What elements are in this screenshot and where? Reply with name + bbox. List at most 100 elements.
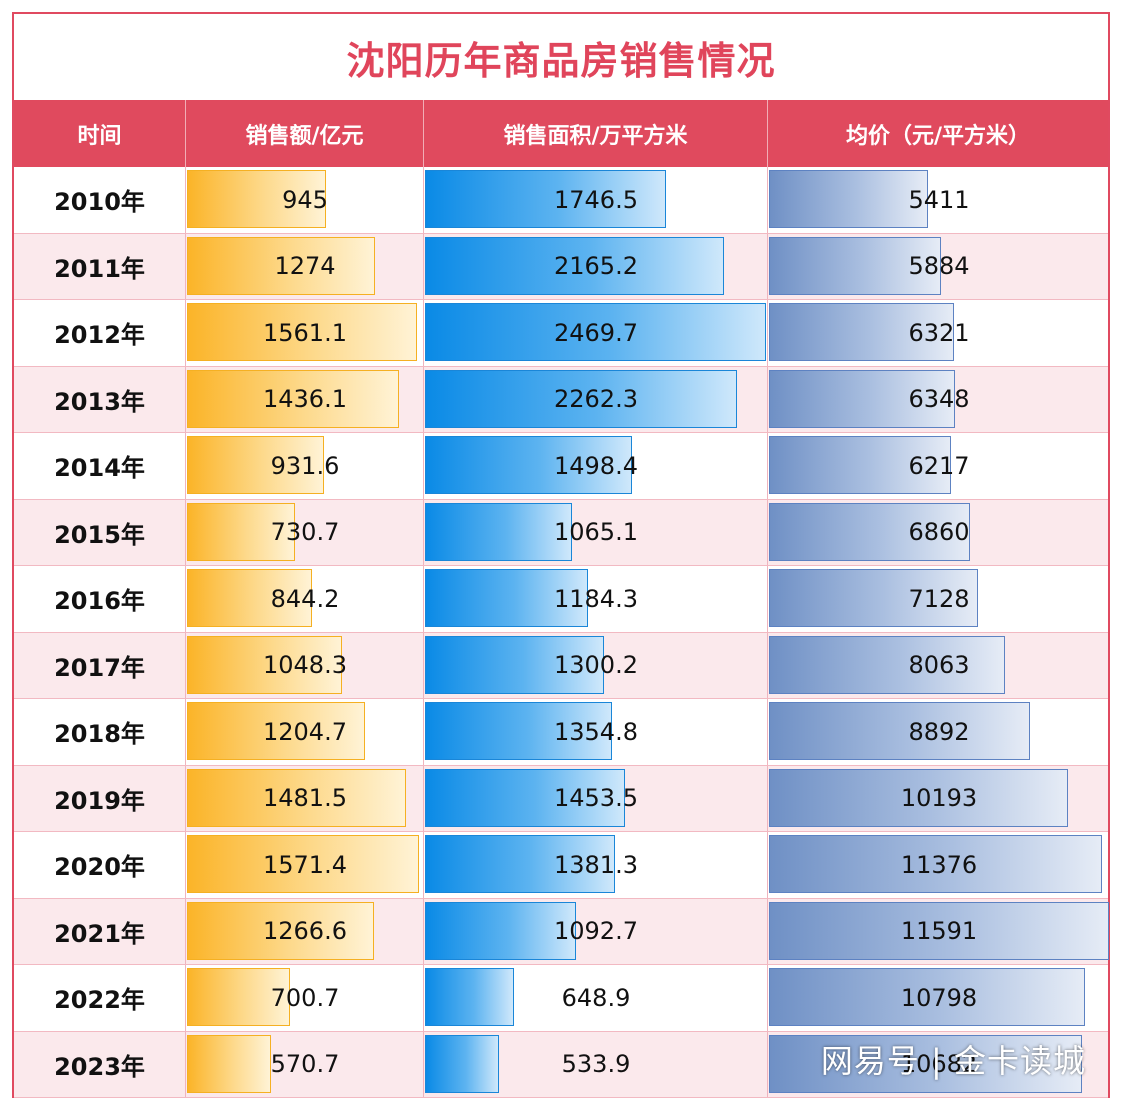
header-divider bbox=[185, 100, 186, 167]
column-divider bbox=[185, 832, 186, 898]
price-value: 6348 bbox=[908, 385, 970, 414]
sales-bar bbox=[187, 1034, 272, 1093]
price-bar bbox=[769, 835, 1103, 893]
year-label: 2013年 bbox=[54, 387, 145, 416]
header-price: 均价（元/平方米） bbox=[845, 123, 1031, 149]
sales-value: 1571.4 bbox=[263, 850, 347, 879]
price-bar bbox=[769, 569, 978, 627]
price-value: 8892 bbox=[908, 717, 970, 746]
price-value: 6321 bbox=[908, 318, 970, 347]
table-row: 2014年 931.6 1498.4 6217 bbox=[14, 433, 1108, 500]
price-bar bbox=[769, 702, 1030, 760]
area-value: 1453.5 bbox=[554, 784, 638, 813]
column-divider bbox=[423, 832, 424, 898]
area-value: 648.9 bbox=[561, 983, 631, 1012]
column-divider bbox=[767, 433, 768, 499]
table-row: 2010年 945 1746.5 5411 bbox=[14, 167, 1108, 234]
sales-value: 945 bbox=[282, 185, 328, 214]
sales-value: 700.7 bbox=[270, 983, 340, 1012]
sales-value: 1274 bbox=[274, 252, 336, 281]
area-value: 1184.3 bbox=[554, 584, 638, 613]
year-label: 2017年 bbox=[54, 653, 145, 682]
area-value: 1746.5 bbox=[554, 185, 638, 214]
column-divider bbox=[767, 699, 768, 765]
sales-value: 844.2 bbox=[270, 584, 340, 613]
table-row: 2022年 700.7 648.9 10798 bbox=[14, 965, 1108, 1032]
sales-bar bbox=[187, 502, 295, 561]
year-label: 2010年 bbox=[54, 188, 145, 217]
header-time: 时间 bbox=[77, 123, 122, 149]
price-value: 10193 bbox=[900, 784, 978, 813]
column-divider bbox=[423, 699, 424, 765]
sales-bar bbox=[187, 569, 312, 627]
sales-bar bbox=[187, 369, 399, 428]
price-value: 6217 bbox=[908, 451, 970, 480]
table-row: 2021年 1266.6 1092.7 11591 bbox=[14, 898, 1109, 965]
column-divider bbox=[185, 300, 186, 366]
year-label: 2016年 bbox=[54, 587, 145, 616]
sales-bar bbox=[187, 436, 325, 494]
area-value: 1300.2 bbox=[554, 651, 638, 680]
price-bar bbox=[769, 436, 952, 494]
area-bar bbox=[425, 968, 515, 1026]
price-bar bbox=[769, 170, 928, 228]
column-divider bbox=[423, 433, 424, 499]
column-divider bbox=[185, 366, 186, 432]
column-divider bbox=[423, 499, 424, 565]
area-value: 1065.1 bbox=[554, 518, 638, 547]
year-label: 2012年 bbox=[54, 321, 145, 350]
price-value: 5884 bbox=[908, 252, 970, 281]
table-header: 时间 销售额/亿元 销售面积/万平方米 均价（元/平方米） bbox=[14, 100, 1108, 167]
year-label: 2014年 bbox=[54, 454, 145, 483]
column-divider bbox=[185, 167, 186, 233]
table-frame: 沈阳历年商品房销售情况 时间 销售额/亿元 销售面积/万平方米 均价（元/平方米… bbox=[12, 12, 1110, 1098]
area-bar bbox=[425, 635, 605, 694]
column-divider bbox=[185, 566, 186, 632]
area-bar bbox=[425, 1034, 499, 1093]
column-divider bbox=[767, 499, 768, 565]
year-label: 2018年 bbox=[54, 720, 145, 749]
table-row: 2016年 844.2 1184.3 7128 bbox=[14, 566, 1108, 633]
year-label: 2011年 bbox=[54, 254, 145, 283]
price-value: 5411 bbox=[908, 185, 970, 214]
area-bar bbox=[425, 236, 724, 295]
area-value: 1498.4 bbox=[554, 451, 638, 480]
area-bar bbox=[425, 768, 626, 827]
price-bar bbox=[769, 968, 1086, 1026]
header-divider bbox=[767, 100, 768, 167]
year-label: 2019年 bbox=[54, 786, 145, 815]
price-value: 11591 bbox=[900, 917, 978, 946]
header-divider bbox=[423, 100, 424, 167]
table-row: 2017年 1048.3 1300.2 8063 bbox=[14, 632, 1108, 699]
sales-value: 730.7 bbox=[270, 518, 340, 547]
column-divider bbox=[423, 632, 424, 698]
sales-bar bbox=[187, 303, 418, 361]
area-value: 2469.7 bbox=[554, 318, 638, 347]
price-value: 10798 bbox=[900, 983, 978, 1012]
area-value: 1354.8 bbox=[554, 717, 638, 746]
column-divider bbox=[185, 699, 186, 765]
column-divider bbox=[423, 1031, 424, 1097]
area-bar bbox=[425, 901, 576, 960]
area-bar bbox=[425, 436, 632, 494]
area-value: 1092.7 bbox=[554, 917, 638, 946]
price-bar bbox=[769, 1034, 1083, 1093]
price-bar bbox=[769, 768, 1068, 827]
column-divider bbox=[767, 566, 768, 632]
table-row: 2013年 1436.1 2262.3 6348 bbox=[14, 366, 1108, 433]
table-row: 2012年 1561.1 2469.7 6321 bbox=[14, 300, 1108, 367]
sales-bar bbox=[187, 901, 374, 960]
year-label: 2021年 bbox=[54, 919, 145, 948]
sales-bar bbox=[187, 702, 365, 760]
price-value: 7128 bbox=[908, 584, 970, 613]
sales-value: 931.6 bbox=[270, 451, 340, 480]
area-value: 2165.2 bbox=[554, 252, 638, 281]
area-bar bbox=[425, 170, 666, 228]
sales-bar bbox=[187, 170, 327, 228]
area-value: 2262.3 bbox=[554, 385, 638, 414]
sales-value: 1266.6 bbox=[263, 917, 347, 946]
sales-bar bbox=[187, 236, 375, 295]
header-area: 销售面积/万平方米 bbox=[503, 123, 688, 149]
sales-value: 570.7 bbox=[270, 1050, 340, 1079]
watermark: 网易号 | 金卡读城 bbox=[820, 1042, 1086, 1080]
